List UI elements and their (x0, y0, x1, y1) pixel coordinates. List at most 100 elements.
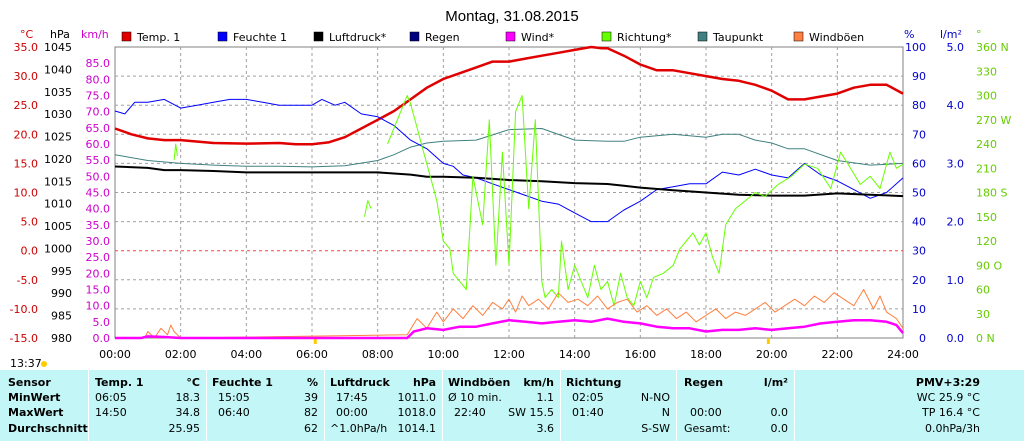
legend-swatch (409, 31, 420, 42)
y-tick-pressure: 990 (51, 287, 72, 300)
legend-label: Taupunkt (712, 31, 764, 44)
average-direction-value: S-SW (641, 422, 670, 435)
y-tick-wind: 20.0 (86, 267, 111, 280)
legend-swatch (217, 31, 228, 42)
y-tick-direction: 210 (976, 162, 997, 175)
y-tick-temp: 0.0 (21, 245, 39, 258)
x-tick-label: 24:00 (887, 348, 919, 361)
y-tick-rain: 2.0 (947, 216, 965, 229)
y-tick-pressure: 1015 (44, 175, 72, 188)
timestamp-label: 13:37 (10, 357, 42, 370)
axis-unit-rain: l/m² (940, 28, 962, 41)
min-pressure-time: 17:45 (336, 391, 368, 404)
x-tick-label: 00:00 (99, 348, 131, 361)
max-rain-time: 00:00 (690, 406, 722, 419)
col-divider (560, 370, 561, 441)
y-tick-humidity: 0 (919, 332, 926, 345)
y-tick-humidity: 70 (912, 128, 926, 141)
col-divider (676, 370, 677, 441)
y-tick-pressure: 1005 (44, 220, 72, 233)
y-tick-pressure: 1040 (44, 63, 72, 76)
y-tick-humidity: 40 (912, 216, 926, 229)
series-windb-en (115, 289, 904, 339)
chart-legend: Temp. 1 Feuchte 1 Luftdruck* Regen Wind* Rich… (121, 31, 864, 44)
y-tick-pressure: 1030 (44, 108, 72, 121)
y-tick-wind: 15.0 (86, 284, 111, 297)
legend-label: Richtung* (617, 31, 672, 44)
max-pressure-value: 1018.0 (397, 406, 437, 419)
y-tick-direction: 180 S (976, 187, 1007, 200)
y-tick-pressure: 995 (51, 265, 72, 278)
legend-swatch (313, 31, 324, 42)
col-divider (794, 370, 795, 441)
series-temp-1 (114, 45, 904, 146)
legend-label: Regen (425, 31, 460, 44)
y-tick-humidity: 30 (912, 245, 926, 258)
legend-swatch (601, 31, 612, 42)
y-tick-direction: 270 W (976, 114, 1011, 127)
y-tick-wind: 45.0 (86, 187, 111, 200)
y-tick-direction: 30 (976, 308, 990, 321)
max-direction-value: N (661, 406, 670, 419)
header-gust-unit: km/h (523, 376, 554, 389)
header-rain: Regen (684, 376, 724, 389)
col-divider (324, 370, 325, 441)
extra-windchill: WC 25.9 °C (916, 391, 980, 404)
row-label-min: MinWert (8, 391, 61, 404)
average-gust-value: 3.6 (536, 422, 555, 435)
col-divider (206, 370, 207, 441)
pressure-trend: ^1.0hPa/h (330, 422, 388, 435)
header-sensor: Sensor (8, 376, 51, 389)
y-tick-temp: 25.0 (14, 99, 39, 112)
chart-title: Montag, 31.08.2015 (445, 8, 578, 25)
legend-label: Wind* (521, 31, 555, 44)
y-tick-rain: 1.0 (947, 274, 965, 287)
y-tick-wind: 0.0 (93, 332, 111, 345)
max-temp-time: 14:50 (95, 406, 127, 419)
min-pressure-value: 1011.0 (397, 391, 437, 404)
average-temp-value: 25.95 (168, 422, 201, 435)
legend-label: Feuchte 1 (233, 31, 287, 44)
y-tick-rain: 0.0 (947, 332, 965, 345)
y-tick-temp: 10.0 (14, 187, 39, 200)
x-tick-label: 08:00 (362, 348, 394, 361)
y-tick-pressure: 985 (51, 310, 72, 323)
y-tick-temp: 20.0 (14, 128, 39, 141)
y-tick-pressure: 1045 (44, 41, 72, 54)
axis-unit-pressure: hPa (50, 28, 70, 41)
y-tick-wind: 50.0 (86, 170, 111, 183)
header-rain-unit: l/m² (763, 376, 788, 389)
gust-average-label: Ø 10 min. (448, 391, 502, 404)
x-tick-label: 02:00 (165, 348, 197, 361)
y-tick-humidity: 50 (912, 187, 926, 200)
y-tick-wind: 70.0 (86, 106, 111, 119)
header-pmv: PMV+3:29 (915, 376, 980, 389)
y-tick-humidity: 80 (912, 99, 926, 112)
row-label-average: Durchschnitt (8, 422, 88, 435)
rain-total-label: Gesamt: (684, 422, 731, 435)
max-gust-time: 22:40 (454, 406, 486, 419)
rain-total-value: 0.0 (770, 422, 789, 435)
y-tick-wind: 10.0 (86, 300, 111, 313)
axis-unit-wind: km/h (81, 28, 109, 41)
col-divider (88, 370, 89, 441)
y-tick-wind: 85.0 (86, 57, 111, 70)
x-tick-label: 16:00 (624, 348, 656, 361)
y-tick-pressure: 1020 (44, 153, 72, 166)
min-direction-value: N-NO (640, 391, 670, 404)
y-tick-direction: 330 (976, 65, 997, 78)
legend-label: Temp. 1 (136, 31, 180, 44)
col-divider (442, 370, 443, 441)
y-tick-pressure: 1035 (44, 86, 72, 99)
y-tick-rain: 5.0 (947, 41, 965, 54)
max-humidity-time: 06:40 (218, 406, 250, 419)
timestamp-marker (41, 361, 47, 367)
average-humidity-value: 62 (304, 422, 318, 435)
y-tick-wind: 25.0 (86, 251, 111, 264)
extra-dewpoint: TP 16.4 °C (921, 406, 980, 419)
max-humidity-value: 82 (304, 406, 318, 419)
x-tick-label: 14:00 (559, 348, 591, 361)
y-tick-temp: 5.0 (21, 216, 39, 229)
y-tick-wind: 75.0 (86, 90, 111, 103)
y-tick-wind: 65.0 (86, 122, 111, 135)
